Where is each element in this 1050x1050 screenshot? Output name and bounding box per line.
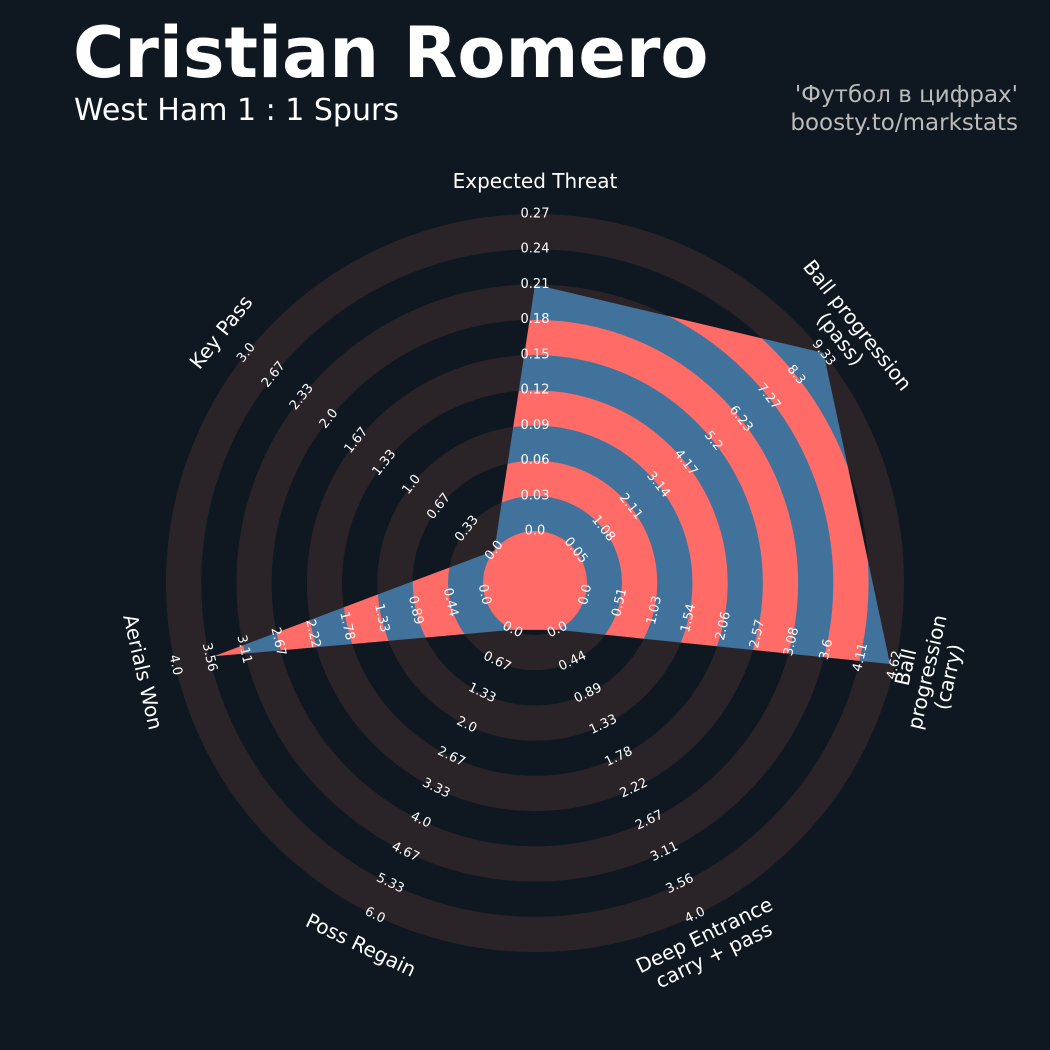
tick-label: 3.11 xyxy=(233,634,254,666)
tick-label: 4.11 xyxy=(850,642,871,674)
tick-label: 0.0 xyxy=(576,583,595,607)
tick-label: 3.6 xyxy=(817,638,836,662)
tick-label: 2.57 xyxy=(747,618,768,650)
credit: boosty.to/markstats xyxy=(790,110,1018,136)
tick-label: 4.0 xyxy=(166,653,185,677)
title: Cristian Romero xyxy=(73,12,709,94)
tick-label: 2.06 xyxy=(713,610,734,642)
tick-label: 0.18 xyxy=(521,312,550,327)
polygon-band xyxy=(412,460,658,665)
tick-label: 0.0 xyxy=(525,524,546,539)
tick-label: 1.54 xyxy=(678,602,699,634)
tick-label: 0.03 xyxy=(521,488,550,503)
credit: 'Футбол в цифрах' xyxy=(794,82,1018,108)
tick-label: 0.44 xyxy=(440,587,461,619)
tick-label: 1.33 xyxy=(371,602,392,634)
tick-label: 0.24 xyxy=(521,242,550,257)
subtitle: West Ham 1 : 1 Spurs xyxy=(74,93,399,128)
tick-label: 4.62 xyxy=(884,649,905,681)
tick-label: 0.89 xyxy=(405,594,426,626)
tick-label: 1.03 xyxy=(644,595,665,627)
tick-label: 1.78 xyxy=(336,610,357,642)
tick-label: 0.21 xyxy=(521,277,550,292)
tick-label: 0.09 xyxy=(521,418,550,433)
tick-label: 0.27 xyxy=(521,207,550,222)
polygon-core xyxy=(483,531,587,635)
tick-label: 0.0 xyxy=(475,583,494,607)
tick-label: 2.22 xyxy=(302,618,323,650)
tick-label: 0.12 xyxy=(521,383,550,398)
tick-label: 3.08 xyxy=(781,626,802,658)
parameter-label: Expected Threat xyxy=(452,169,618,193)
tick-label: 3.56 xyxy=(199,642,220,674)
ring-band xyxy=(166,214,904,952)
tick-label: 0.15 xyxy=(521,347,550,362)
tick-label: 0.51 xyxy=(609,587,630,619)
tick-label: 2.67 xyxy=(267,626,288,658)
tick-label: 0.06 xyxy=(521,453,550,468)
